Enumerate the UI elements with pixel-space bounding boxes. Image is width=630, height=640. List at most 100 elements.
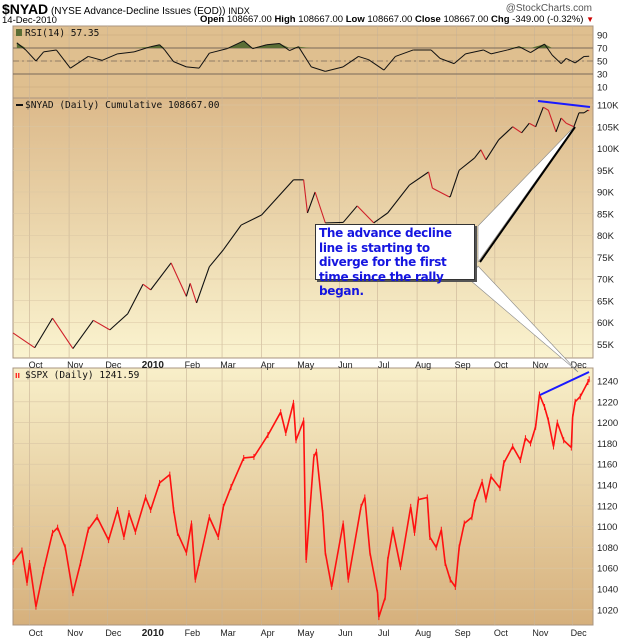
spx-segment	[579, 381, 589, 397]
exchange: INDX	[228, 6, 250, 16]
rsi-segment	[25, 49, 37, 62]
spx-segment	[185, 523, 193, 553]
nyad-trendline	[537, 100, 591, 108]
spx-segment	[56, 527, 67, 548]
spx-segment	[440, 529, 446, 564]
rsi-segment	[530, 43, 545, 53]
spx-segment	[547, 420, 555, 447]
rsi-segment	[574, 56, 585, 64]
nyad-segment	[142, 283, 151, 291]
chg-label: Chg	[491, 14, 510, 25]
y-tick-label: 85K	[597, 209, 615, 220]
nyad-segment	[583, 109, 589, 114]
open-value: 108667.00	[226, 14, 272, 25]
nyad-segment	[521, 122, 530, 134]
rsi-segment	[289, 46, 299, 52]
rsi-segment	[102, 53, 118, 61]
nyad-segment	[587, 109, 590, 112]
spx-segment	[42, 532, 54, 571]
x-tick-label: Mar	[220, 360, 236, 370]
nyad-segment	[573, 112, 580, 127]
spx-segment	[490, 476, 501, 489]
spx-segment	[295, 420, 305, 441]
spx-segment	[376, 593, 380, 618]
nyad-segment	[373, 212, 389, 224]
spx-segment	[543, 406, 550, 421]
spx-segment	[315, 451, 324, 514]
rsi-segment	[430, 49, 441, 59]
low-label: Low	[345, 14, 365, 25]
rsi-segment	[465, 49, 484, 55]
y-tick-label: 100K	[597, 144, 620, 155]
x-tick-label: May	[297, 628, 315, 638]
x-tick-label: 2010	[142, 360, 165, 371]
spx-segment	[384, 559, 389, 598]
spx-segment	[305, 456, 315, 560]
spx-segment	[386, 529, 394, 561]
y-tick-label: 80K	[597, 231, 615, 242]
x-tick-label: Dec	[105, 360, 122, 370]
spx-segment	[172, 509, 179, 533]
nyad-segment	[189, 283, 198, 304]
nyad-segment	[485, 139, 500, 161]
nyad-segment	[185, 283, 191, 297]
spx-segment	[21, 550, 28, 583]
spx-segment	[123, 512, 130, 538]
y-tick-label: 75K	[597, 253, 615, 264]
y-tick-label: 10	[597, 83, 608, 94]
spx-segment	[217, 506, 225, 538]
spx-segment	[399, 506, 412, 568]
rsi-legend-icon	[16, 29, 22, 36]
spx-segment	[267, 411, 282, 436]
y-tick-label: 1060	[597, 564, 618, 575]
rsi-segment	[252, 44, 267, 50]
spx-segment	[409, 506, 416, 533]
symbol-name: (NYSE Advance-Decline Issues (EOD))	[50, 6, 226, 17]
x-tick-label: Nov	[67, 360, 84, 370]
x-tick-label: Feb	[185, 360, 201, 370]
rsi-panel	[12, 25, 594, 99]
y-tick-label: 1160	[597, 460, 617, 471]
y-tick-label: 1020	[597, 605, 618, 616]
spx-segment	[79, 529, 89, 564]
spx-segment	[574, 396, 581, 403]
x-tick-label: May	[297, 360, 315, 370]
rsi-segment	[395, 49, 414, 57]
x-tick-label: Apr	[261, 628, 275, 638]
callout-pointer-upper-shadow	[479, 126, 576, 263]
spx-segment	[222, 486, 232, 508]
spx-segment	[324, 552, 333, 588]
spx-segment	[194, 562, 200, 580]
nyad-segment	[277, 179, 294, 198]
y-tick-label: 1080	[597, 543, 618, 554]
rsi-segment	[298, 46, 312, 68]
spx-segment	[524, 437, 532, 444]
spx-segment	[499, 463, 505, 489]
nyad-segment	[566, 122, 575, 128]
spx-segment	[449, 579, 456, 588]
y-tick-label: 70K	[597, 275, 615, 286]
nyad-segment	[170, 262, 187, 297]
y-tick-label: 110K	[597, 101, 619, 112]
y-tick-label: 1120	[597, 501, 617, 512]
spx-segment	[168, 474, 175, 511]
rsi-segment	[266, 42, 280, 46]
spx-segment	[563, 439, 572, 449]
nyad-segment	[387, 184, 410, 214]
x-tick-label: Oct	[494, 360, 509, 370]
spx-segment	[435, 529, 443, 548]
spx-legend-icon: ıı	[15, 370, 20, 380]
spx-segment	[552, 422, 559, 447]
rsi-segment	[279, 43, 290, 52]
y-tick-label: 70	[597, 44, 608, 55]
rsi-segment	[198, 52, 210, 69]
y-tick-label: 65K	[597, 296, 615, 307]
nyad-segment	[196, 266, 210, 304]
x-tick-label: Nov	[67, 628, 84, 638]
spx-trendline	[539, 371, 590, 396]
nyad-segment	[52, 317, 74, 349]
x-tick-label: 2010	[142, 628, 165, 639]
x-tick-label: Jun	[338, 628, 353, 638]
nyad-segment	[109, 313, 129, 331]
spx-segment	[304, 499, 307, 560]
